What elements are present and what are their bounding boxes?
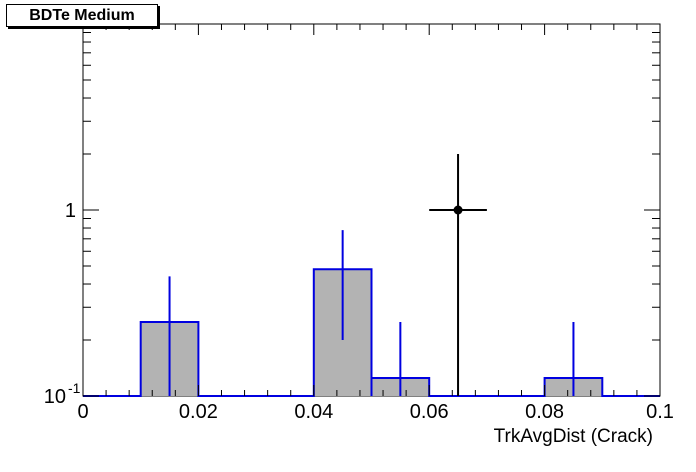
y-tick-label: 1 — [65, 200, 76, 222]
data-points — [429, 154, 487, 396]
y-tick-label: 10 — [44, 386, 66, 408]
x-tick-label: 0.08 — [525, 401, 564, 423]
histogram-error-bars — [168, 230, 575, 396]
y-tick-label-exponent: -1 — [68, 380, 81, 396]
x-tick-label: 0 — [77, 401, 88, 423]
plot-title: BDTe Medium — [6, 4, 158, 27]
data-point — [453, 205, 463, 215]
histogram-outline — [83, 268, 660, 397]
x-axis-title: TrkAvgDist (Crack) — [494, 426, 653, 447]
x-tick-label: 0.06 — [410, 401, 449, 423]
x-tick-label: 0.02 — [179, 401, 218, 423]
tick-labels: 0 0.02 0.04 0.06 0.08 0.1 10 -1 1 — [44, 200, 674, 423]
x-tick-label: 0.1 — [646, 401, 674, 423]
x-tick-label: 0.04 — [294, 401, 333, 423]
